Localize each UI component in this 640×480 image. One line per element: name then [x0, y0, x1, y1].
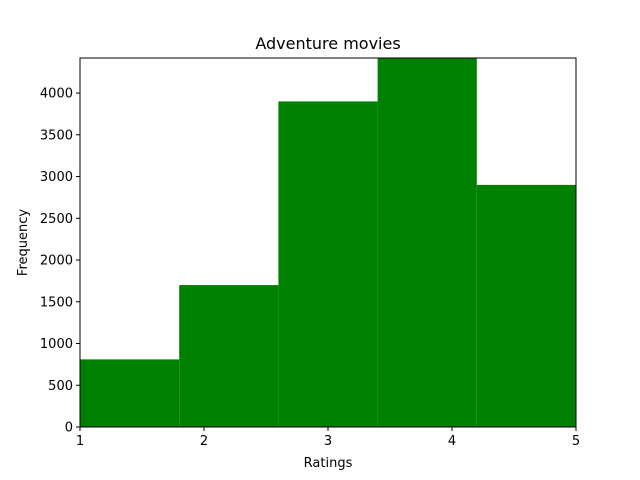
y-tick-label: 4000 — [40, 87, 73, 102]
histogram-bar-2 — [179, 285, 279, 427]
histogram-bar-1 — [80, 359, 180, 427]
y-tick-label: 2500 — [40, 212, 73, 227]
x-tick-label: 1 — [76, 434, 84, 449]
x-tick-label: 5 — [572, 434, 580, 449]
y-tick-label: 1000 — [40, 337, 73, 352]
x-axis-ticks: 1 2 3 4 5 — [76, 427, 580, 449]
chart-title: Adventure movies — [255, 34, 400, 53]
histogram-bar-3 — [278, 101, 378, 427]
y-tick-label: 1500 — [40, 295, 73, 310]
histogram-bar-5 — [476, 184, 576, 427]
y-tick-label: 0 — [65, 421, 73, 436]
bars-group — [80, 58, 576, 427]
y-tick-label: 500 — [48, 379, 73, 394]
histogram-bar-4 — [377, 58, 477, 427]
x-axis-label: Ratings — [304, 456, 353, 471]
y-axis-label: Frequency — [16, 209, 31, 276]
x-tick-label: 2 — [200, 434, 208, 449]
y-tick-label: 2000 — [40, 254, 73, 269]
y-tick-label: 3000 — [40, 170, 73, 185]
y-axis-ticks: 0 500 1000 1500 2000 2500 3000 3500 4000 — [40, 87, 80, 436]
x-tick-label: 3 — [324, 434, 332, 449]
x-tick-label: 4 — [448, 434, 456, 449]
y-tick-label: 3500 — [40, 128, 73, 143]
